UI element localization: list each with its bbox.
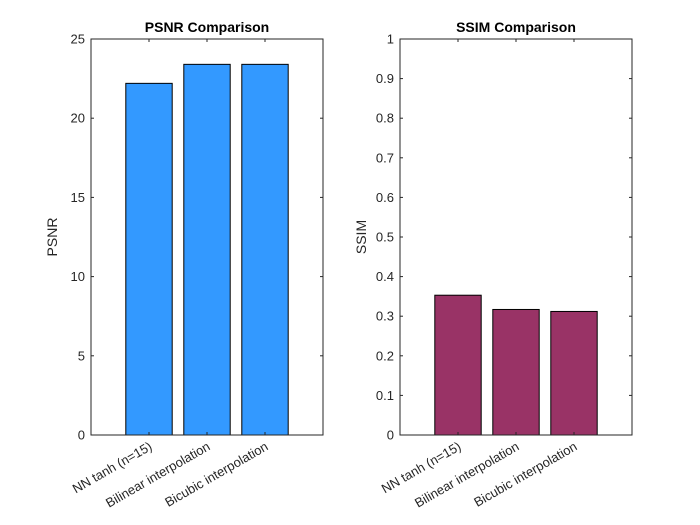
ssim-ytick-label-0: 0	[387, 428, 394, 443]
psnr-ytick-label-1: 5	[78, 348, 85, 363]
psnr-xtick-label-2: Bicubic interpolation	[162, 439, 270, 510]
ssim-ytick-label-6: 0.6	[376, 190, 394, 205]
ssim-ytick-label-8: 0.8	[376, 111, 394, 126]
ssim-ytick-label-3: 0.3	[376, 309, 394, 324]
psnr-ylabel: PSNR	[44, 218, 60, 257]
psnr-ytick-label-2: 10	[71, 269, 85, 284]
ssim-ytick-label-10: 1	[387, 32, 394, 47]
psnr-title: PSNR Comparison	[145, 19, 269, 35]
ssim-title: SSIM Comparison	[456, 19, 576, 35]
ssim-ytick-label-9: 0.9	[376, 71, 394, 86]
psnr-bar-0	[125, 82, 173, 436]
ssim-bar-2	[550, 310, 598, 436]
ssim-bar-1	[492, 308, 540, 436]
ssim-ytick-label-2: 0.2	[376, 348, 394, 363]
psnr-ytick-label-3: 15	[71, 190, 85, 205]
psnr-bar-1	[183, 63, 231, 436]
ssim-ytick-label-5: 0.5	[376, 230, 394, 245]
psnr-ytick-label-0: 0	[78, 428, 85, 443]
psnr-bar-2	[241, 63, 289, 436]
ssim-bar-0	[434, 294, 482, 436]
ssim-xtick-label-1: Bilinear interpolation	[412, 439, 522, 511]
ssim-ytick-label-4: 0.4	[376, 269, 394, 284]
ssim-ylabel: SSIM	[353, 220, 369, 254]
ssim-xtick-label-2: Bicubic interpolation	[471, 439, 579, 510]
psnr-ytick-label-4: 20	[71, 111, 85, 126]
psnr-ytick-label-5: 25	[71, 32, 85, 47]
ssim-ytick-label-1: 0.1	[376, 388, 394, 403]
ssim-ytick-label-7: 0.7	[376, 150, 394, 165]
psnr-xtick-label-1: Bilinear interpolation	[103, 439, 213, 511]
